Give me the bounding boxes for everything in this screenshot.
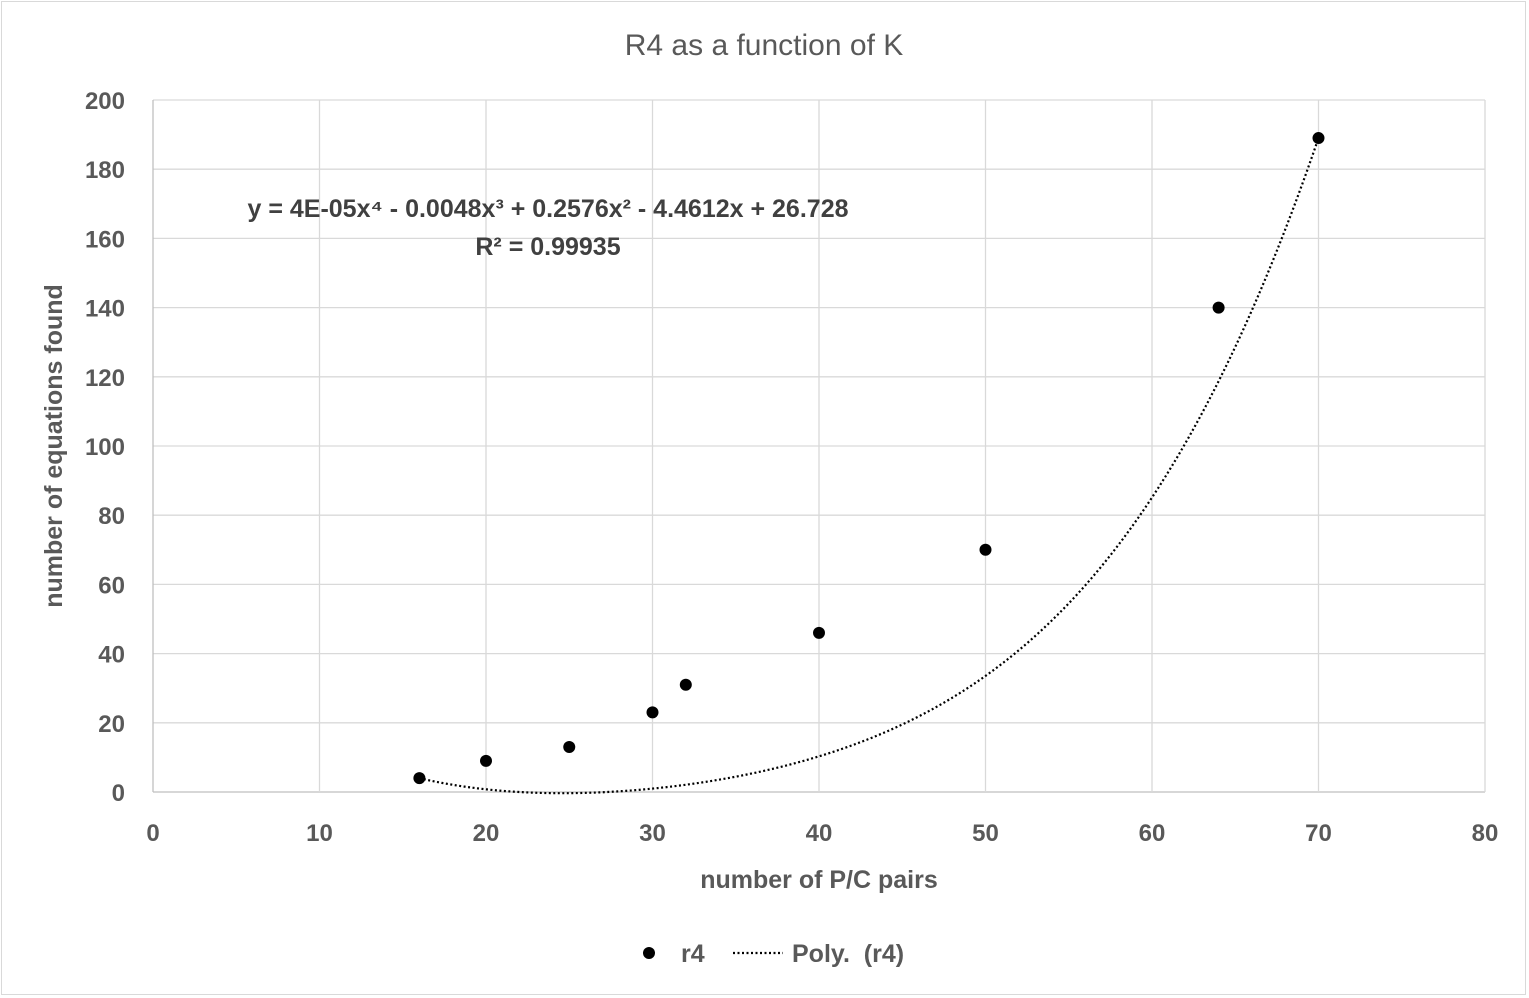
x-tick-label: 20 xyxy=(473,820,500,847)
y-tick-label: 80 xyxy=(98,503,125,530)
y-tick-label: 40 xyxy=(98,642,125,669)
legend-marker-r4 xyxy=(643,947,655,959)
y-tick-label: 60 xyxy=(98,572,125,599)
x-tick-label: 10 xyxy=(306,820,333,847)
x-axis-ticks: 0 10 20 30 40 50 60 70 80 xyxy=(146,820,1498,847)
y-axis-ticks: 0 20 40 60 80 100 120 140 160 180 200 xyxy=(85,88,125,807)
y-tick-label: 160 xyxy=(85,226,125,253)
x-tick-label: 40 xyxy=(806,820,833,847)
data-point xyxy=(646,706,659,719)
data-point xyxy=(480,754,492,767)
x-tick-label: 80 xyxy=(1472,820,1499,847)
data-point xyxy=(413,772,426,785)
legend: r4 Poly. (r4) xyxy=(643,940,904,968)
data-points xyxy=(413,132,1325,785)
data-point xyxy=(1212,301,1225,314)
data-point xyxy=(813,626,825,639)
y-tick-label: 20 xyxy=(98,711,125,738)
data-point xyxy=(979,543,992,556)
x-tick-label: 60 xyxy=(1139,820,1166,847)
y-tick-label: 200 xyxy=(85,88,125,115)
x-tick-label: 70 xyxy=(1305,820,1332,847)
data-point xyxy=(1312,132,1325,145)
trendline-r-squared: R² = 0.99935 xyxy=(475,233,620,261)
x-tick-label: 30 xyxy=(639,820,666,847)
data-point xyxy=(563,741,576,754)
chart-title: R4 as a function of K xyxy=(625,29,904,62)
y-tick-label: 140 xyxy=(85,296,125,323)
data-point xyxy=(679,678,692,691)
y-tick-label: 180 xyxy=(85,157,125,184)
x-tick-label: 50 xyxy=(972,820,999,847)
y-tick-label: 0 xyxy=(112,780,125,807)
y-tick-label: 100 xyxy=(85,434,125,461)
y-tick-label: 120 xyxy=(85,365,125,392)
legend-label-r4: r4 xyxy=(681,940,705,968)
trendline-equation: y = 4E-05x⁴ - 0.0048x³ + 0.2576x² - 4.46… xyxy=(247,195,848,223)
y-axis-label: number of equations found xyxy=(40,284,68,608)
legend-label-poly: Poly. (r4) xyxy=(792,940,904,968)
x-axis-label: number of P/C pairs xyxy=(700,866,938,894)
gridlines xyxy=(152,99,1486,793)
x-tick-label: 0 xyxy=(146,820,159,847)
